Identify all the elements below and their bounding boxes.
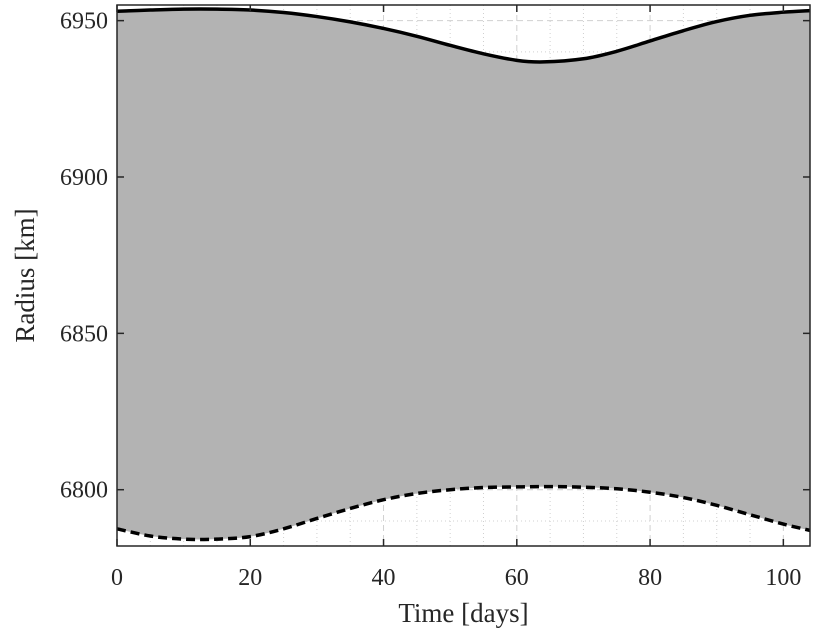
x-tick-label: 60 bbox=[505, 565, 529, 591]
upper-bound-line bbox=[116, 7, 811, 64]
x-tick-label: 80 bbox=[638, 565, 662, 591]
x-tick-label: 100 bbox=[765, 565, 801, 591]
y-axis-label: Radius [km] bbox=[10, 208, 40, 342]
x-tick-label: 20 bbox=[238, 565, 262, 591]
y-tick-label: 6950 bbox=[60, 9, 108, 35]
axis-ticks: 0 20 40 60 80 100 6800 6850 6900 6950 bbox=[60, 5, 810, 591]
x-tick-label: 40 bbox=[372, 565, 396, 591]
x-tick-label: 0 bbox=[111, 565, 123, 591]
y-tick-label: 6800 bbox=[60, 478, 108, 504]
y-tick-label: 6850 bbox=[60, 321, 108, 347]
y-tick-label: 6900 bbox=[60, 165, 108, 191]
lower-bound-line bbox=[116, 484, 811, 542]
envelope-fill bbox=[117, 8, 810, 540]
plot-frame bbox=[116, 4, 811, 547]
x-axis-label: Time [days] bbox=[398, 598, 528, 628]
